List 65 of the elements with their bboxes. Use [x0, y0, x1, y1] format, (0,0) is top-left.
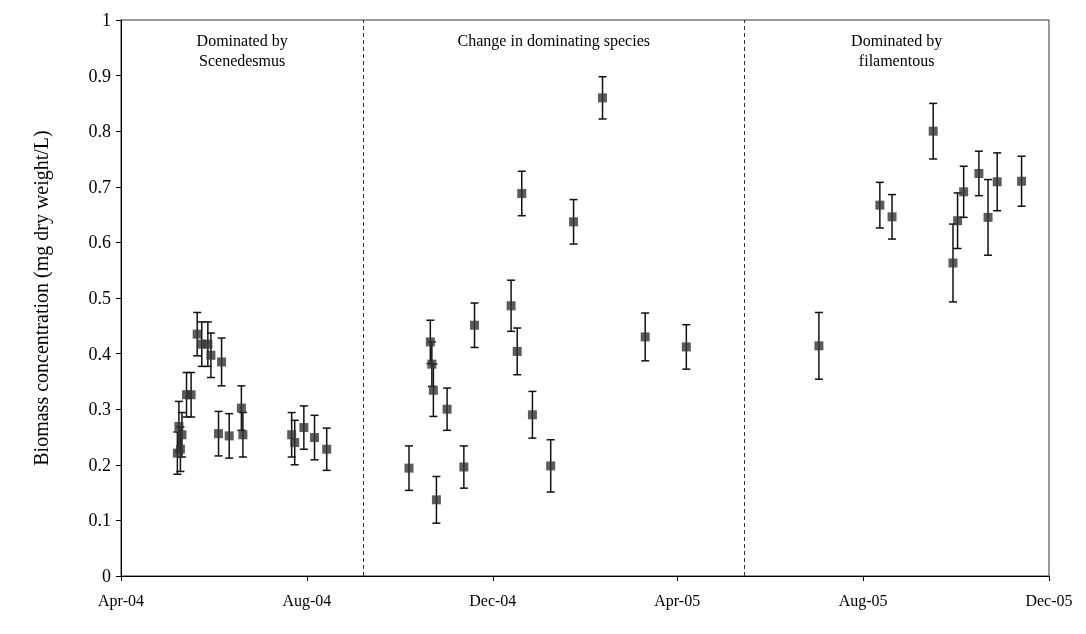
point — [236, 403, 246, 413]
x-tick-label: Apr-05 — [654, 591, 701, 610]
annotation: Change in dominating species — [457, 31, 650, 50]
point — [186, 390, 196, 400]
x-tick-label: Apr-04 — [98, 591, 144, 610]
y-tick-label: 0.6 — [88, 232, 111, 253]
y-tick-label: 0.1 — [88, 510, 111, 531]
y-tick-label: 0.9 — [88, 65, 111, 86]
point — [287, 430, 297, 440]
point — [640, 332, 650, 342]
annotation: Dominated by Scenedesmus — [196, 31, 288, 69]
point — [983, 212, 993, 222]
y-tick-label: 0.8 — [88, 121, 111, 142]
point — [517, 188, 527, 198]
point — [953, 216, 963, 226]
x-tick-label: Dec-05 — [1025, 591, 1073, 609]
point — [425, 337, 435, 347]
point — [428, 385, 438, 395]
point — [887, 212, 897, 222]
y-tick-label: 0.2 — [88, 454, 111, 475]
point — [238, 430, 248, 440]
point — [459, 462, 469, 472]
point — [506, 301, 516, 311]
point — [546, 461, 556, 471]
point — [1017, 176, 1027, 186]
point — [875, 200, 885, 210]
point — [224, 431, 234, 441]
point — [206, 350, 216, 360]
x-tick-label: Aug-05 — [838, 591, 888, 610]
point — [948, 258, 958, 268]
point — [299, 423, 309, 433]
point — [974, 168, 984, 178]
x-tick-label: Aug-04 — [282, 591, 332, 610]
point — [442, 404, 452, 414]
y-tick-label: 0.7 — [88, 176, 111, 197]
y-tick-label: 0.3 — [88, 399, 111, 420]
point — [814, 341, 824, 351]
point — [177, 430, 187, 440]
point — [310, 433, 320, 443]
point — [203, 339, 213, 349]
point — [992, 177, 1002, 187]
point — [192, 329, 202, 339]
point — [174, 421, 184, 431]
point — [681, 342, 691, 352]
point — [217, 357, 227, 367]
x-tick-label: Dec-04 — [469, 591, 517, 609]
point — [569, 217, 579, 227]
point — [175, 444, 185, 454]
point — [598, 93, 608, 103]
point — [404, 463, 414, 473]
point — [512, 346, 522, 356]
point — [527, 410, 537, 420]
point — [290, 438, 300, 448]
annotation: Dominated by filamentous — [851, 31, 943, 69]
point — [322, 444, 332, 454]
y-tick-label: 0 — [102, 566, 111, 586]
point — [470, 320, 480, 330]
y-tick-label: 0.5 — [88, 288, 111, 308]
point — [928, 126, 938, 136]
y-tick-label: 0.4 — [88, 343, 111, 364]
point — [959, 187, 969, 197]
y-axis-title: Biomass concentration (mg dry weight/L) — [30, 130, 53, 466]
point — [431, 495, 441, 505]
y-tick-label: 1 — [102, 10, 111, 30]
point — [214, 429, 224, 439]
